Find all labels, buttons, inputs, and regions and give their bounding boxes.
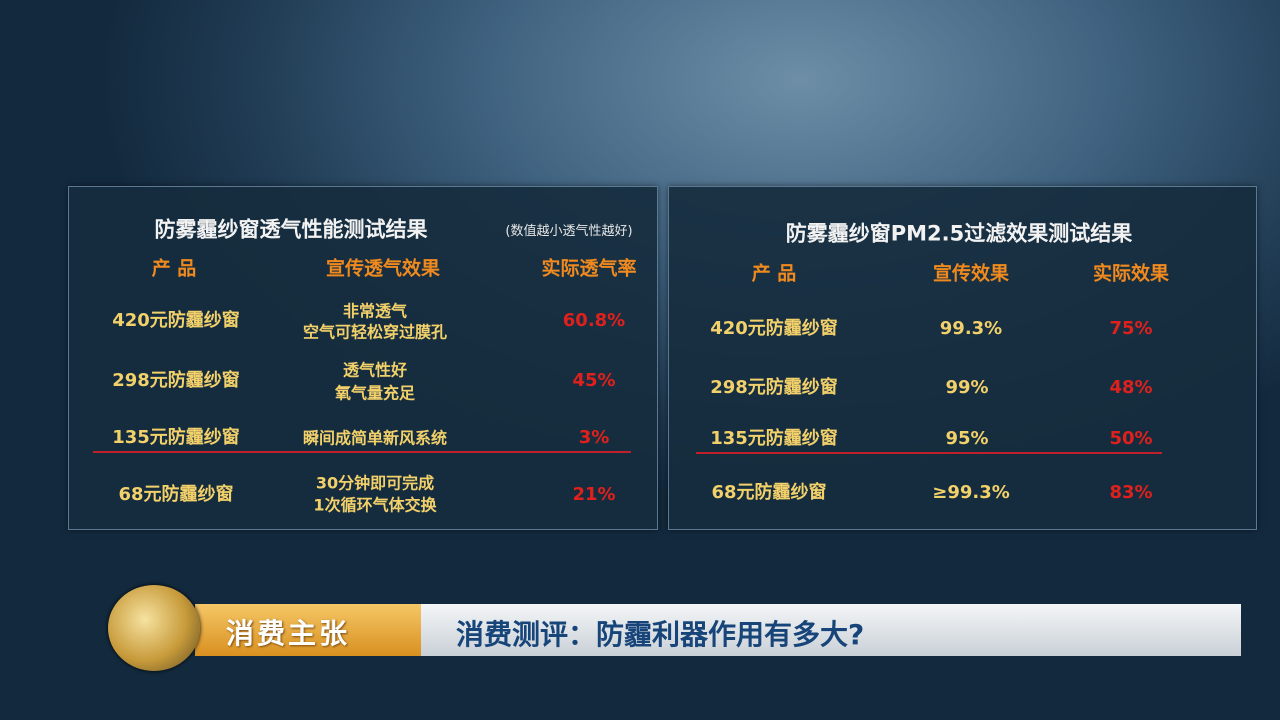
product: 68元防霾纱窗 — [711, 482, 827, 504]
actual-value: 48% — [1109, 377, 1153, 399]
actual-value: 21% — [572, 484, 616, 506]
highlight-line — [696, 452, 1162, 454]
promo-value: 99.3% — [939, 318, 1003, 340]
actual-value: 75% — [1109, 318, 1153, 340]
actual-value: 45% — [572, 370, 616, 392]
product: 298元防霾纱窗 — [112, 370, 240, 392]
highlight-line — [93, 451, 631, 453]
promo-line: 非常透气 — [342, 301, 408, 321]
actual-value: 3% — [578, 427, 610, 449]
pm25-filter-table: 防雾霾纱窗PM2.5过滤效果测试结果 产 品 宣传效果 实际效果 420元防霾纱… — [668, 186, 1257, 530]
product: 298元防霾纱窗 — [710, 377, 838, 399]
header-actual: 实际透气率 — [541, 257, 637, 280]
air-permeability-table: 防雾霾纱窗透气性能测试结果 (数值越小透气性越好) 产 品 宣传透气效果 实际透… — [68, 186, 658, 530]
channel-logo-icon — [108, 585, 200, 671]
product: 420元防霾纱窗 — [112, 310, 240, 332]
header-product: 产 品 — [151, 257, 197, 280]
product: 420元防霾纱窗 — [710, 318, 838, 340]
product: 135元防霾纱窗 — [710, 428, 838, 450]
promo-line: 30分钟即可完成 — [315, 473, 435, 493]
header-promo: 宣传效果 — [932, 262, 1010, 285]
header-promo: 宣传透气效果 — [325, 257, 441, 280]
promo-value: ≥99.3% — [932, 482, 1010, 504]
promo-line: 空气可轻松穿过膜孔 — [302, 322, 448, 342]
header-product: 产 品 — [751, 262, 797, 285]
promo-line: 1次循环气体交换 — [313, 495, 437, 515]
table-title: 防雾霾纱窗透气性能测试结果 — [154, 217, 428, 242]
header-actual: 实际效果 — [1092, 262, 1170, 285]
promo-value: 95% — [945, 428, 989, 450]
actual-value: 60.8% — [562, 310, 626, 332]
headline-bar — [421, 604, 1241, 656]
promo-value: 99% — [945, 377, 989, 399]
actual-value: 50% — [1109, 428, 1153, 450]
promo-line: 氧气量充足 — [334, 383, 416, 403]
promo-line: 透气性好 — [342, 360, 408, 380]
promo-line: 瞬间成简单新风系统 — [302, 428, 448, 448]
show-name-bar — [195, 604, 421, 656]
product: 68元防霾纱窗 — [118, 484, 234, 506]
product: 135元防霾纱窗 — [112, 427, 240, 449]
show-name: 消费主张 — [226, 617, 351, 650]
headline: 消费测评：防霾利器作用有多大? — [456, 618, 865, 651]
actual-value: 83% — [1109, 482, 1153, 504]
table-note: (数值越小透气性越好) — [505, 224, 633, 240]
table-title: 防雾霾纱窗PM2.5过滤效果测试结果 — [785, 221, 1133, 246]
